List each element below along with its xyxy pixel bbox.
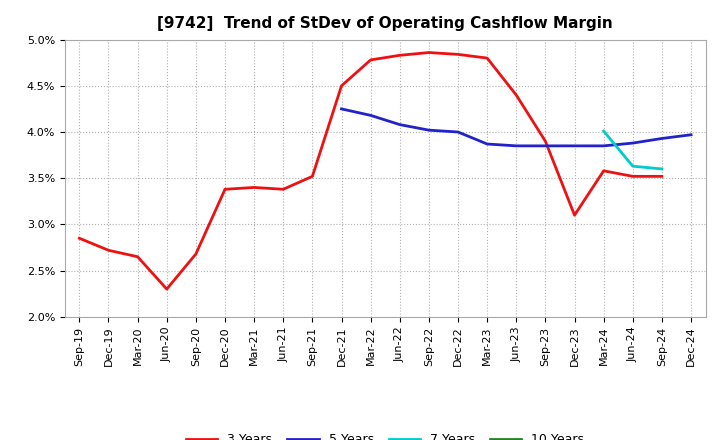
Title: [9742]  Trend of StDev of Operating Cashflow Margin: [9742] Trend of StDev of Operating Cashf… <box>158 16 613 32</box>
Legend: 3 Years, 5 Years, 7 Years, 10 Years: 3 Years, 5 Years, 7 Years, 10 Years <box>181 429 590 440</box>
